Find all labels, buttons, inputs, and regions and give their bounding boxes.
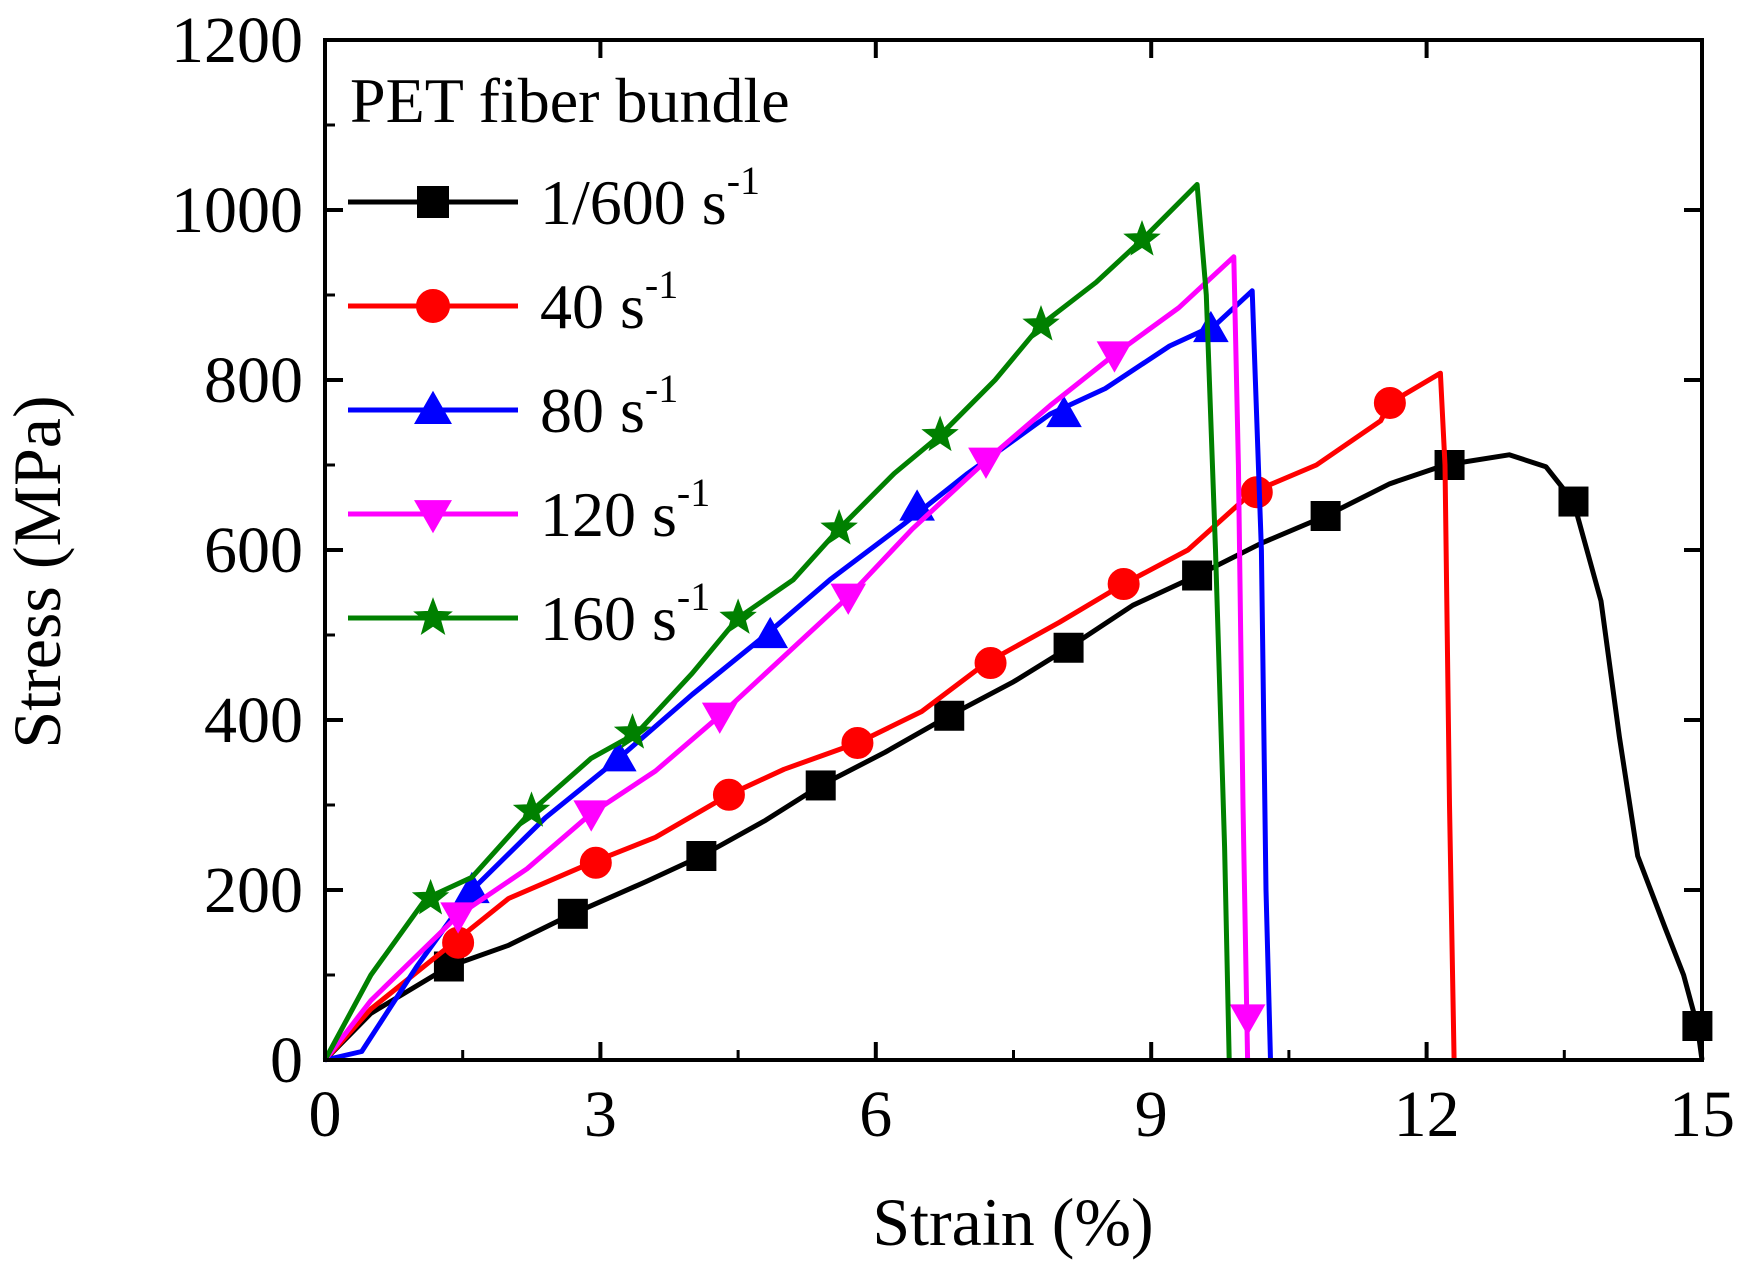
marker-star — [512, 791, 551, 827]
marker-square — [1053, 632, 1084, 663]
chart-annotation: PET fiber bundle — [350, 65, 790, 136]
marker-star — [820, 508, 858, 545]
marker-triangle-down — [573, 800, 610, 832]
legend-entry: 80 s-1 — [348, 366, 678, 446]
marker-circle — [1373, 386, 1406, 419]
legend-entry: 160 s-1 — [348, 574, 710, 654]
marker-star — [1123, 219, 1161, 256]
marker-triangle-up — [414, 390, 452, 424]
series-3 — [323, 254, 1266, 1062]
marker-triangle-up — [1193, 310, 1229, 343]
x-tick-label: 15 — [1669, 1078, 1735, 1151]
x-tick-label: 9 — [1135, 1078, 1168, 1151]
marker-square — [1310, 501, 1341, 531]
x-tick-label: 6 — [859, 1078, 892, 1151]
marker-circle — [974, 647, 1007, 680]
series-4 — [322, 182, 1232, 1062]
marker-star — [719, 598, 757, 634]
legend-entry: 40 s-1 — [348, 262, 678, 342]
x-axis-title: Strain (%) — [872, 1184, 1153, 1260]
marker-square — [1558, 486, 1589, 517]
legend-label: 160 s-1 — [540, 574, 710, 654]
y-tick-label: 600 — [204, 514, 303, 587]
marker-square — [1682, 1011, 1713, 1041]
y-tick-label: 1000 — [171, 174, 303, 247]
marker-triangle-up — [752, 616, 789, 649]
marker-circle — [1107, 568, 1140, 600]
series-line — [322, 182, 1232, 1062]
marker-triangle-up — [454, 871, 490, 904]
plot-frame — [323, 38, 1704, 1062]
y-tick-label: 0 — [270, 1024, 303, 1097]
marker-triangle-up — [899, 489, 935, 521]
marker-circle — [712, 778, 745, 811]
marker-star — [1022, 305, 1060, 341]
series-line — [323, 370, 1457, 1062]
marker-triangle-down — [1096, 341, 1133, 373]
marker-star — [921, 415, 959, 452]
marker-triangle-down — [701, 702, 738, 734]
series-layer — [322, 182, 1713, 1063]
marker-star — [413, 597, 453, 635]
marker-triangle-down — [440, 902, 476, 934]
marker-triangle-up — [1046, 395, 1082, 428]
x-tick-label: 12 — [1394, 1078, 1460, 1151]
series-line — [323, 254, 1251, 1062]
marker-square — [557, 898, 588, 929]
legend-label: 40 s-1 — [540, 262, 678, 342]
marker-circle — [579, 846, 612, 879]
marker-square — [934, 700, 965, 731]
marker-square — [686, 841, 717, 871]
marker-triangle-down — [830, 583, 867, 615]
x-tick-label: 3 — [584, 1078, 617, 1151]
y-tick-label: 800 — [204, 344, 303, 417]
legend-entry: 1/600 s-1 — [348, 158, 760, 238]
series-2 — [324, 288, 1273, 1063]
marker-circle — [841, 726, 874, 759]
y-tick-label: 200 — [204, 854, 303, 927]
marker-square — [1434, 450, 1465, 480]
marker-square — [1182, 560, 1213, 591]
marker-circle — [416, 289, 450, 323]
y-tick-label: 1200 — [171, 4, 303, 77]
marker-star — [411, 878, 450, 915]
axes-layer: 0 3 6 9 12 15 0 200 400 600 800 1000 1200 — [171, 4, 1735, 1151]
legend-label: 1/600 s-1 — [540, 158, 760, 238]
y-tick-label: 400 — [204, 684, 303, 757]
series-1 — [323, 370, 1457, 1062]
series-line — [323, 452, 1705, 1062]
y-axis-title: Stress (MPa) — [0, 395, 75, 748]
marker-square — [805, 770, 836, 801]
legend-label: 120 s-1 — [540, 470, 710, 550]
x-tick-label: 0 — [309, 1078, 342, 1151]
marker-square — [417, 186, 449, 218]
legend-layer: 1/600 s-1 40 s-1 80 s-1 120 s-1 160 s-1 — [348, 158, 760, 654]
marker-triangle-down — [414, 500, 452, 534]
marker-triangle-up — [600, 740, 637, 772]
marker-triangle-down — [968, 447, 1004, 479]
legend-label: 80 s-1 — [540, 366, 678, 446]
marker-star — [613, 713, 652, 749]
legend-entry: 120 s-1 — [348, 470, 710, 550]
marker-triangle-down — [1229, 1004, 1266, 1036]
series-0 — [323, 450, 1713, 1062]
